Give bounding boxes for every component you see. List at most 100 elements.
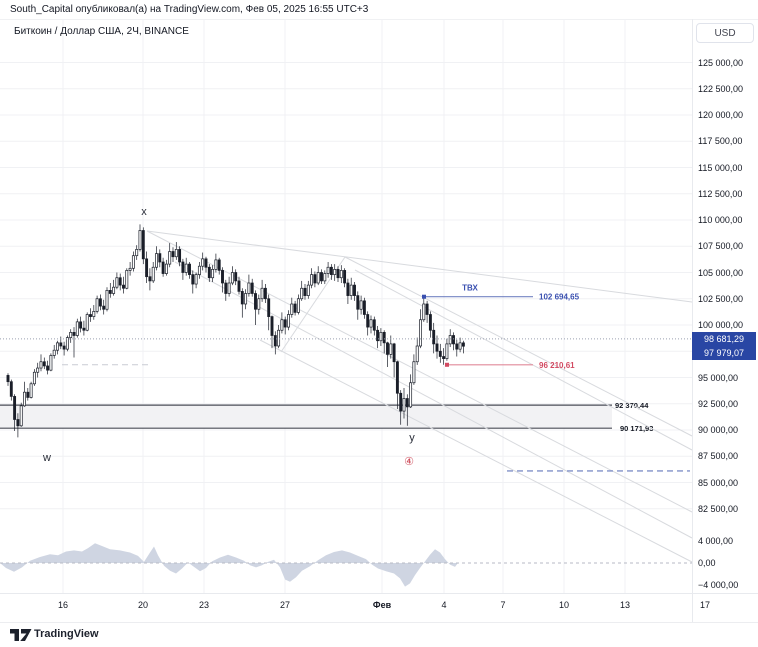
candle-body (250, 282, 254, 294)
candle-body (85, 314, 89, 331)
price-tick: 92 500,00 (698, 398, 739, 409)
candle-body (26, 391, 30, 398)
candle-body (247, 282, 251, 294)
candle-body (224, 282, 228, 294)
price-tick: 107 500,00 (698, 241, 744, 252)
candle-body (112, 286, 116, 294)
candle-body (263, 287, 267, 300)
candle-body (316, 272, 320, 284)
candle-body (29, 383, 33, 398)
candle-body (382, 332, 386, 344)
candle-body (62, 345, 66, 350)
candle-body (415, 345, 419, 363)
candle-body (399, 392, 403, 412)
candle-body (392, 343, 396, 363)
candle-body (442, 356, 446, 359)
candle-body (217, 259, 221, 271)
time-tick: 23 (198, 600, 210, 610)
candle-body (326, 266, 330, 274)
candle-body (36, 367, 40, 373)
trendline (259, 339, 693, 563)
publish-text: South_Capital опубликовал(а) на TradingV… (10, 4, 369, 15)
candle-body (115, 277, 119, 288)
tradingview-logo-icon (10, 629, 32, 641)
candle-body (303, 287, 307, 296)
candle-body (32, 371, 36, 385)
candle-body (448, 335, 452, 345)
candle-body (343, 270, 347, 284)
candle-body (102, 305, 106, 310)
candle-body (283, 319, 287, 328)
candle-body (155, 253, 158, 268)
stop-price-label: 96 210,61 (539, 361, 575, 370)
candle-body (386, 342, 389, 355)
time-tick: 27 (279, 600, 291, 610)
volume-delta-area (0, 543, 458, 587)
candle-body (151, 266, 155, 282)
candle-body (234, 272, 238, 282)
candle-body (82, 327, 86, 331)
candle-body (194, 274, 198, 285)
candle-body (214, 259, 218, 270)
time-tick: 20 (137, 600, 149, 610)
time-tick: 10 (558, 600, 570, 610)
candle-body (52, 349, 56, 356)
entry-price-label: 102 694,65 (539, 293, 580, 302)
candle-body (174, 249, 178, 258)
candle-body (197, 265, 201, 275)
candle-body (313, 274, 317, 284)
candle-body (89, 314, 92, 317)
price-tick: 105 000,00 (698, 267, 744, 278)
candle-body (419, 319, 422, 347)
trendline (344, 256, 693, 437)
currency-button[interactable]: USD (696, 23, 754, 43)
candle-body (65, 337, 69, 350)
candle-body (69, 332, 73, 338)
candle-body (158, 253, 162, 263)
candle-body (125, 270, 129, 289)
candle-body (230, 272, 234, 284)
trendline (174, 261, 693, 539)
candle-body (46, 365, 50, 371)
price-tick: 82 500,00 (698, 503, 739, 514)
zone-bottom-label: 90 171,93 (620, 424, 653, 433)
candle-body (432, 329, 436, 345)
price-tick: 102 500,00 (698, 293, 744, 304)
volume-tick: 0,00 (698, 558, 716, 568)
candle-body (339, 270, 343, 279)
candle-body (138, 230, 142, 250)
candle-body (211, 269, 215, 279)
price-tick: 100 000,00 (698, 320, 744, 330)
candle-body (178, 249, 182, 263)
volume-tick: 4 000,00 (698, 536, 734, 546)
candle-body (409, 382, 413, 408)
candle-body (359, 300, 363, 310)
candle-body (122, 284, 125, 289)
candle-body (13, 396, 17, 420)
candle-body (287, 314, 290, 328)
wave-label-y: y (409, 432, 415, 444)
candle-body (23, 391, 26, 407)
candle-body (329, 266, 333, 275)
candle-body (171, 251, 175, 258)
candle-body (9, 381, 13, 397)
wave-label-w: w (42, 452, 51, 464)
candle-body (204, 258, 208, 268)
candle-body (376, 329, 380, 342)
candle-body (135, 249, 139, 257)
price-tick: 95 000,00 (698, 372, 739, 383)
candle-body (237, 280, 241, 292)
candle-body (300, 287, 304, 300)
last-price-label: 97 979,07 (692, 345, 756, 360)
candle-body (333, 269, 337, 275)
candle-body (267, 298, 271, 317)
price-tick: 115 000,00 (698, 162, 743, 173)
candle-body (257, 298, 261, 310)
candle-body (280, 319, 284, 331)
price-tick: 90 000,00 (698, 425, 739, 435)
candle-body (435, 343, 439, 352)
candle-body (372, 319, 376, 331)
candle-body (290, 303, 294, 315)
publish-header: South_Capital опубликовал(а) на TradingV… (0, 0, 758, 20)
